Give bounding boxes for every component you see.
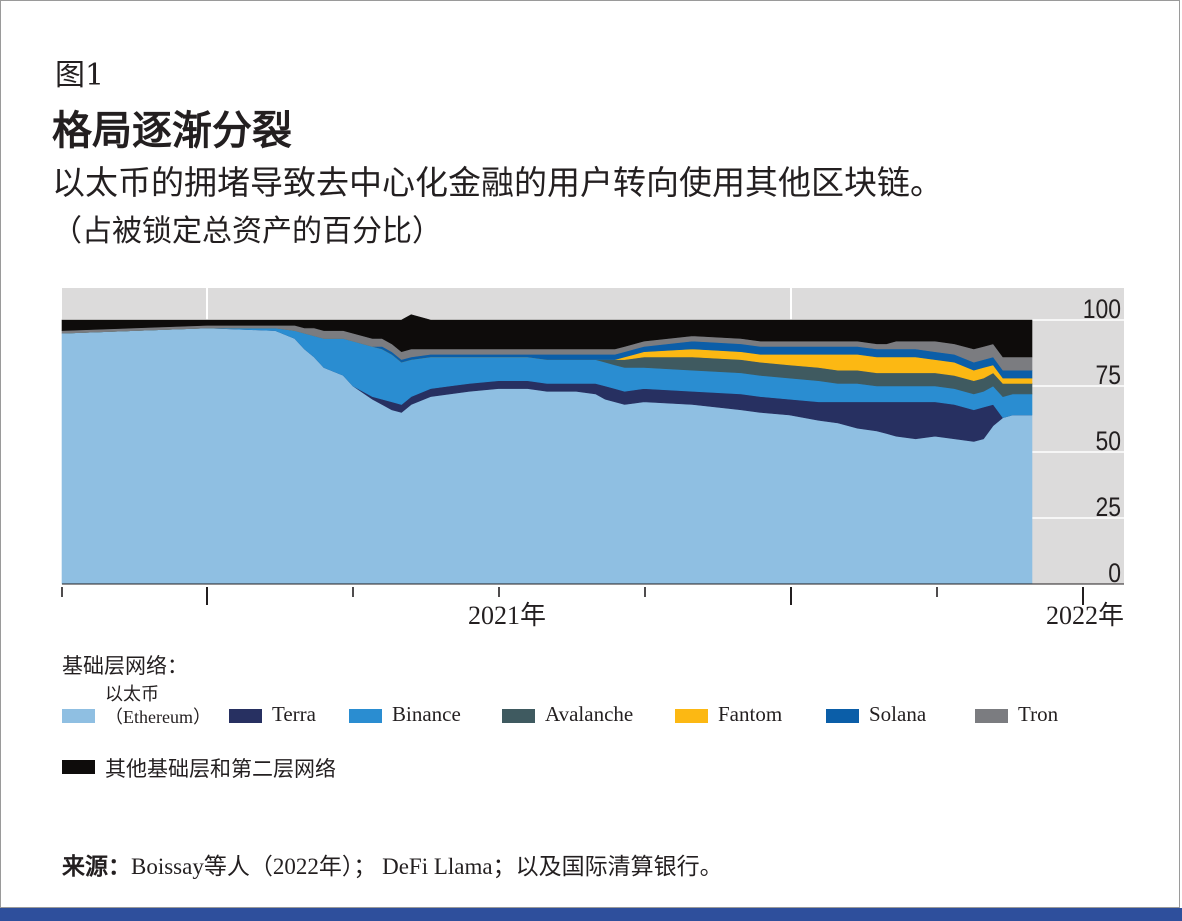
legend-swatch-other — [62, 760, 95, 774]
chart-title: 格局逐渐分裂 — [52, 108, 292, 154]
x-tick-label: 2021年 — [468, 601, 546, 630]
y-tick-label: 25 — [1095, 492, 1121, 522]
legend-swatch-tron — [975, 709, 1008, 723]
source-text: Boissay等人（2022年）； DeFi Llama；以及国际清算银行。 — [131, 854, 723, 879]
legend-label-terra: Terra — [272, 702, 316, 726]
chart-subtitle: 以太币的拥堵导致去中心化金融的用户转向使用其他区块链。 — [52, 163, 943, 202]
source-note: 来源：Boissay等人（2022年）； DeFi Llama；以及国际清算银行… — [62, 847, 723, 881]
chart-axes: 2021年 2022年 0 25 50 75 100 — [61, 294, 1124, 630]
bottom-accent-bar — [0, 908, 1182, 921]
legend-label-ethereum-cn: 以太币 — [105, 684, 159, 705]
legend-swatch-solana — [826, 709, 859, 723]
legend-label-tron: Tron — [1018, 702, 1059, 726]
legend-swatch-avalanche — [502, 709, 535, 723]
legend-swatch-fantom — [675, 709, 708, 723]
legend-swatch-ethereum — [62, 709, 95, 723]
legend-heading: 基础层网络： — [62, 654, 188, 678]
x-tick-label: 2022年 — [1046, 601, 1124, 630]
legend-label-other: 其他基础层和第二层网络 — [105, 757, 336, 781]
chart-areas — [61, 314, 1033, 585]
legend-label-avalanche: Avalanche — [545, 702, 634, 726]
legend-label-binance: Binance — [392, 702, 461, 726]
stacked-area-chart: 2021年 2022年 0 25 50 75 100 — [61, 288, 1124, 630]
legend-label-solana: Solana — [869, 702, 927, 726]
y-tick-label: 50 — [1095, 426, 1121, 456]
y-tick-label: 0 — [1108, 558, 1121, 588]
source-label: 来源： — [62, 854, 131, 880]
area-series-7 — [61, 314, 1033, 358]
unit-note: （占被锁定总资产的百分比） — [52, 214, 442, 249]
y-tick-label: 100 — [1083, 294, 1121, 324]
y-tick-label: 75 — [1095, 360, 1121, 390]
figure-label: 图1 — [55, 58, 105, 93]
legend-label-fantom: Fantom — [718, 702, 783, 726]
legend-swatch-terra — [229, 709, 262, 723]
legend-swatch-binance — [349, 709, 382, 723]
legend-label-ethereum-en: （Ethereum） — [105, 707, 211, 727]
